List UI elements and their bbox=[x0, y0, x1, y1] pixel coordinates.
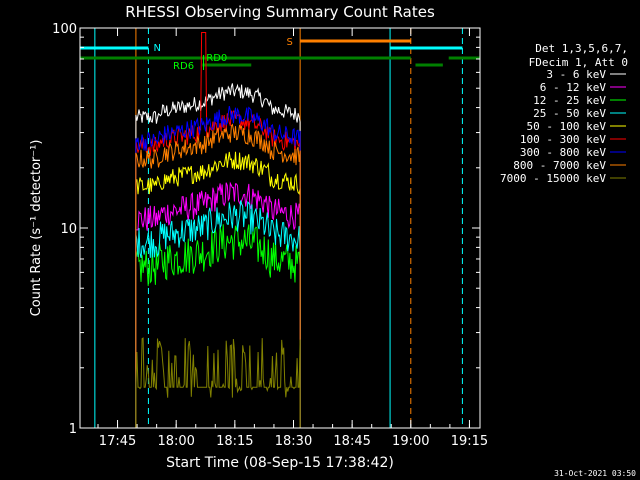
y-axis-label: Count Rate (s⁻¹ detector⁻¹) bbox=[29, 140, 44, 317]
plot-content: N S RD6 RD0 bbox=[80, 28, 480, 428]
annotation-label-rd0: RD0 bbox=[206, 53, 227, 64]
series-line-2 bbox=[135, 224, 301, 428]
x-tick-label-1: 18:00 bbox=[157, 434, 194, 449]
legend-label-2: 12 - 25 keV bbox=[533, 94, 606, 107]
series-line-3 bbox=[135, 200, 301, 428]
y-tick-label-2: 100 bbox=[52, 22, 77, 37]
series-line-8 bbox=[135, 337, 301, 428]
legend-label-6: 300 - 800 keV bbox=[520, 146, 606, 159]
annotation-label-s: S bbox=[286, 37, 292, 48]
legend: Det 1,3,5,6,7,FDecim 1, Att 03 - 6 keV6 … bbox=[500, 42, 628, 185]
legend-label-3: 25 - 50 keV bbox=[533, 107, 606, 120]
timestamp-label: 31-Oct-2021 03:50 bbox=[554, 469, 636, 478]
series-line-0 bbox=[135, 83, 301, 428]
y-tick-label-1: 10 bbox=[60, 222, 77, 237]
legend-label-8: 7000 - 15000 keV bbox=[500, 172, 606, 185]
legend-header-0: Det 1,3,5,6,7, bbox=[535, 42, 628, 55]
legend-label-1: 6 - 12 keV bbox=[540, 81, 607, 94]
series-line-4 bbox=[135, 151, 301, 428]
legend-header-1: FDecim 1, Att 0 bbox=[529, 56, 628, 69]
x-tick-label-6: 19:15 bbox=[451, 434, 488, 449]
chart-title: RHESSI Observing Summary Count Rates bbox=[125, 3, 435, 21]
legend-label-0: 3 - 6 keV bbox=[546, 68, 606, 81]
series-line-7 bbox=[135, 123, 301, 428]
x-tick-label-5: 19:00 bbox=[392, 434, 429, 449]
x-tick-label-2: 18:15 bbox=[216, 434, 253, 449]
x-tick-label-4: 18:45 bbox=[333, 434, 370, 449]
series-line-1 bbox=[135, 181, 301, 428]
axes: 17:45 18:00 18:15 18:30 18:45 19:00 19:15 1 10 10… bbox=[52, 22, 488, 449]
x-axis-label: Start Time (08-Sep-15 17:38:42) bbox=[166, 455, 394, 471]
annotation-label-n: N bbox=[154, 43, 161, 54]
legend-label-5: 100 - 300 keV bbox=[520, 133, 606, 146]
x-tick-label-0: 17:45 bbox=[99, 434, 136, 449]
legend-label-7: 800 - 7000 keV bbox=[513, 159, 606, 172]
annotation-label-rd6: RD6 bbox=[173, 61, 194, 72]
legend-label-4: 50 - 100 keV bbox=[527, 120, 607, 133]
y-tick-label-0: 1 bbox=[69, 422, 77, 437]
x-tick-label-3: 18:30 bbox=[275, 434, 312, 449]
